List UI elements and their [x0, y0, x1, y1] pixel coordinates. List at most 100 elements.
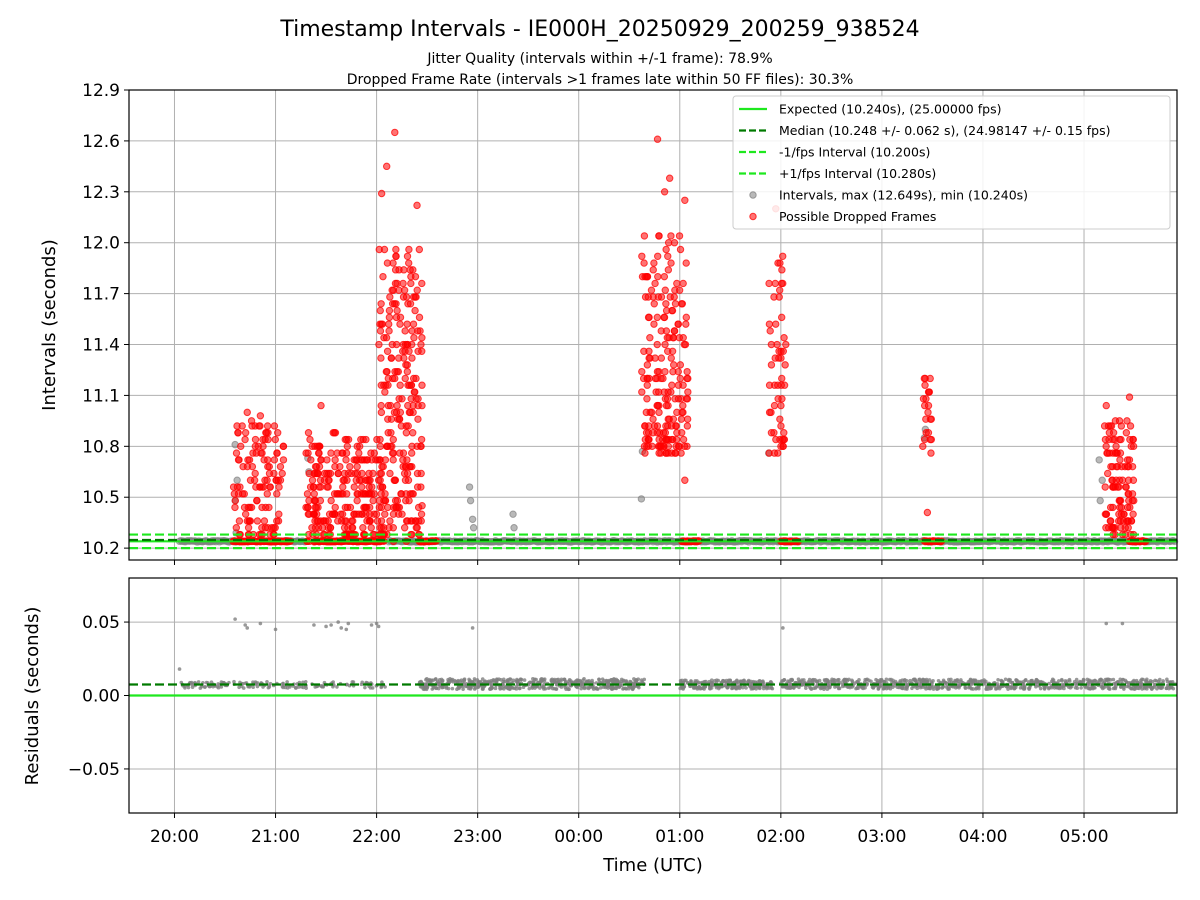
- dropped-frame-point: [358, 456, 366, 464]
- dropped-frame-point: [370, 449, 379, 457]
- dropped-frame-point: [315, 483, 323, 491]
- residual-point: [1012, 686, 1017, 691]
- dropped-frame-point: [1111, 435, 1119, 444]
- dropped-frame-point: [385, 327, 393, 335]
- dropped-frame-point: [1125, 456, 1134, 464]
- dropped-frame-point: [232, 449, 241, 457]
- residual-point: [430, 687, 435, 691]
- dropped-frame-point: [339, 483, 347, 491]
- residual-point: [798, 679, 802, 684]
- residual-point: [609, 687, 614, 691]
- dropped-frame-point: [645, 347, 653, 355]
- residual-point: [845, 685, 850, 689]
- subtitle-dropped: Dropped Frame Rate (intervals >1 frames …: [347, 72, 854, 88]
- dropped-frame-point: [679, 435, 688, 444]
- dropped-frame-point: [385, 313, 394, 322]
- dropped-frame-point: [654, 272, 662, 281]
- dropped-frame-point: [353, 469, 362, 478]
- dropped-frame-point: [389, 456, 397, 464]
- dropped-frame-point: [334, 469, 342, 478]
- dropped-frame-point: [376, 306, 384, 315]
- dropped-frame-point: [353, 496, 361, 505]
- residual-point: [586, 686, 591, 691]
- dropped-frame-point: [353, 442, 361, 451]
- dropped-frame-point: [378, 483, 387, 491]
- residual-point: [1060, 678, 1064, 683]
- dropped-frame-point: [279, 456, 288, 464]
- dropped-frame-point: [273, 490, 281, 498]
- residual-point: [1102, 685, 1106, 690]
- dropped-frame-point: [253, 496, 261, 505]
- dropped-frame-point: [683, 442, 691, 451]
- dropped-frame-point: [1118, 476, 1127, 484]
- residual-point: [177, 667, 182, 671]
- dropped-frame-point: [401, 374, 409, 383]
- dropped-frame-point: [359, 524, 367, 532]
- residual-point: [628, 679, 632, 684]
- residual-point: [622, 686, 626, 691]
- dropped-frame-point: [326, 524, 335, 532]
- dropped-frame-point: [649, 415, 657, 423]
- interval-point: [468, 515, 477, 523]
- dropped-frame-point: [649, 266, 657, 274]
- residual-point: [1075, 686, 1080, 691]
- dropped-frame-point: [232, 524, 241, 532]
- dropped-frame-point: [273, 449, 281, 457]
- dropped-frame-point: [662, 422, 670, 430]
- dropped-frame-point: [263, 476, 271, 484]
- dropped-frame-point: [264, 462, 272, 471]
- dropped-frame-point: [399, 449, 408, 457]
- dropped-frame-point: [638, 252, 646, 260]
- dropped-frame-point: [662, 245, 670, 254]
- dropped-frame-point: [683, 422, 692, 430]
- dropped-frame-point: [245, 456, 254, 464]
- legend-entry-label: Median (10.248 +/- 0.062 s), (24.98147 +…: [779, 123, 1110, 138]
- residual-point: [497, 677, 501, 682]
- dropped-frame-point: [1106, 517, 1115, 525]
- dropped-frame-point: [651, 354, 659, 362]
- dropped-frame-point: [410, 334, 418, 342]
- dropped-frame-point: [346, 462, 354, 471]
- dropped-frame-point: [383, 259, 392, 267]
- residual-point: [421, 687, 426, 691]
- dropped-frame-point: [674, 381, 683, 389]
- dropped-frame-point: [765, 381, 774, 389]
- residual-point: [198, 686, 203, 690]
- dropped-frame-point: [385, 306, 394, 315]
- dropped-frame-point: [1123, 517, 1131, 525]
- dropped-frame-point: [240, 503, 249, 512]
- residual-point: [1132, 687, 1137, 691]
- residual-point: [487, 679, 491, 684]
- residual-point: [860, 685, 864, 690]
- dropped-frame-point: [650, 320, 658, 328]
- dropped-frame-point: [250, 476, 259, 484]
- y-tick-label: 10.8: [82, 437, 120, 457]
- dropped-frame-point: [668, 381, 676, 389]
- y-tick-label: 10.5: [82, 488, 120, 508]
- dropped-frame-point: [924, 429, 933, 437]
- dropped-frame-point: [765, 279, 773, 288]
- residual-point: [1149, 687, 1154, 691]
- interval-point: [1098, 476, 1106, 484]
- dropped-frame-point: [924, 388, 933, 396]
- residual-point: [1000, 680, 1005, 684]
- dropped-frame-point: [658, 435, 667, 444]
- dropped-frame-point: [342, 449, 351, 457]
- dropped-frame-point: [305, 469, 313, 478]
- dropped-frame-point: [276, 462, 285, 471]
- dropped-frame-point: [654, 252, 662, 260]
- dropped-frame-point: [270, 456, 279, 464]
- residual-point: [689, 679, 693, 683]
- dropped-frame-point: [331, 429, 340, 437]
- dropped-frame-point: [1129, 510, 1137, 518]
- dropped-frame-point: [674, 442, 683, 451]
- dropped-frame-point: [653, 340, 661, 349]
- dropped-frame-point: [640, 232, 649, 240]
- residual-point: [237, 685, 241, 690]
- residual-point: [924, 679, 928, 684]
- dropped-frame-point: [357, 476, 365, 484]
- dropped-frame-point: [1126, 422, 1135, 430]
- dropped-frame-point: [337, 510, 345, 518]
- residual-point: [617, 685, 622, 690]
- dropped-frame-point: [1126, 503, 1134, 512]
